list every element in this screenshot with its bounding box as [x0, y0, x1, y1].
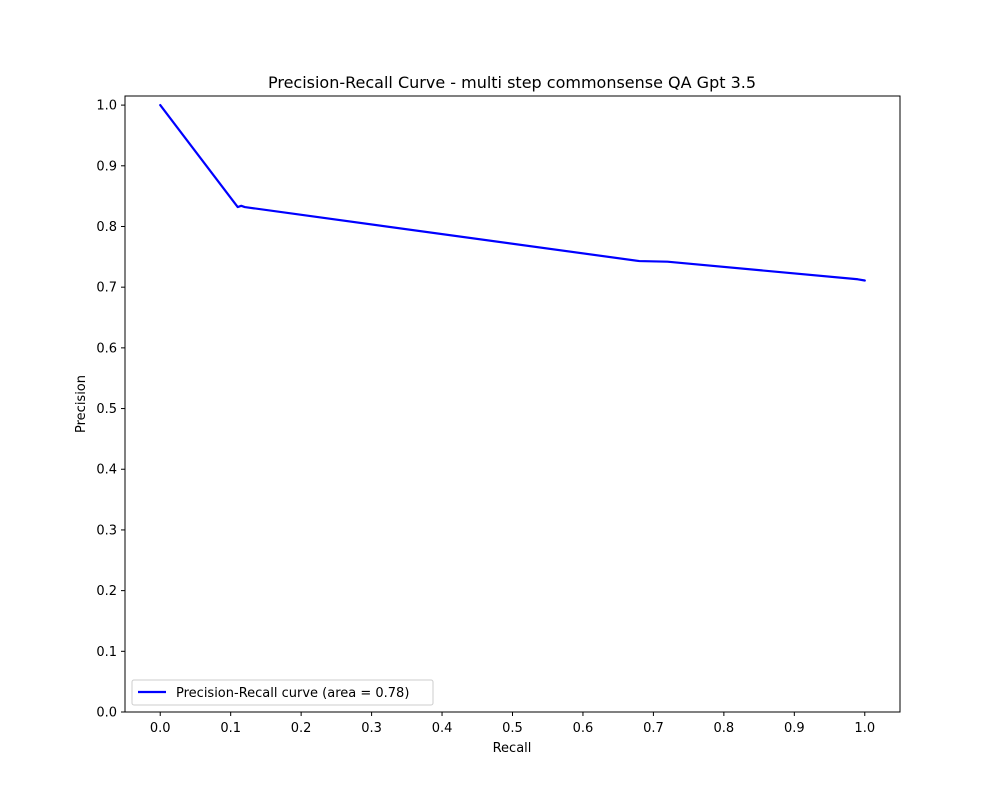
x-tick-label: 0.4 [432, 721, 453, 736]
x-tick-label: 0.8 [714, 721, 735, 736]
y-tick-label: 0.8 [96, 220, 117, 235]
x-tick-label: 0.7 [643, 721, 664, 736]
x-tick-label: 1.0 [854, 721, 875, 736]
x-tick-label: 0.6 [573, 721, 594, 736]
y-axis-label: Precision [74, 375, 89, 433]
plot-frame [124, 95, 901, 713]
legend-label: Precision-Recall curve (area = 0.78) [176, 686, 409, 701]
y-tick-label: 1.0 [96, 99, 117, 114]
y-axis-ticks: 0.0 0.1 0.2 0.3 0.4 0.5 0.6 0.7 0.8 0.9 1.0 [96, 99, 125, 721]
x-tick-label: 0.0 [150, 721, 171, 736]
x-tick-label: 0.5 [502, 721, 523, 736]
y-tick-label: 0.7 [96, 281, 117, 296]
y-tick-label: 0.5 [96, 402, 117, 417]
y-tick-label: 0.9 [96, 159, 117, 174]
y-tick-label: 0.4 [96, 463, 117, 478]
x-tick-label: 0.2 [291, 721, 312, 736]
x-axis-label: Recall [493, 741, 532, 756]
precision-recall-series-line [159, 103, 866, 282]
y-tick-label: 0.1 [96, 645, 117, 660]
legend-box [131, 679, 434, 706]
legend: Precision-Recall curve (area = 0.78) [131, 679, 434, 706]
y-tick-label: 0.0 [96, 706, 117, 721]
x-tick-label: 0.1 [220, 721, 241, 736]
chart-title: Precision-Recall Curve - multi step comm… [268, 73, 756, 92]
x-tick-label: 0.9 [784, 721, 805, 736]
y-tick-label: 0.2 [96, 584, 117, 599]
y-tick-label: 0.3 [96, 523, 117, 538]
y-tick-label: 0.6 [96, 341, 117, 356]
x-tick-label: 0.3 [361, 721, 382, 736]
series-layer [159, 103, 866, 282]
x-axis-ticks: 0.0 0.1 0.2 0.3 0.4 0.5 0.6 0.7 0.8 0.9 1.0 [150, 712, 875, 736]
